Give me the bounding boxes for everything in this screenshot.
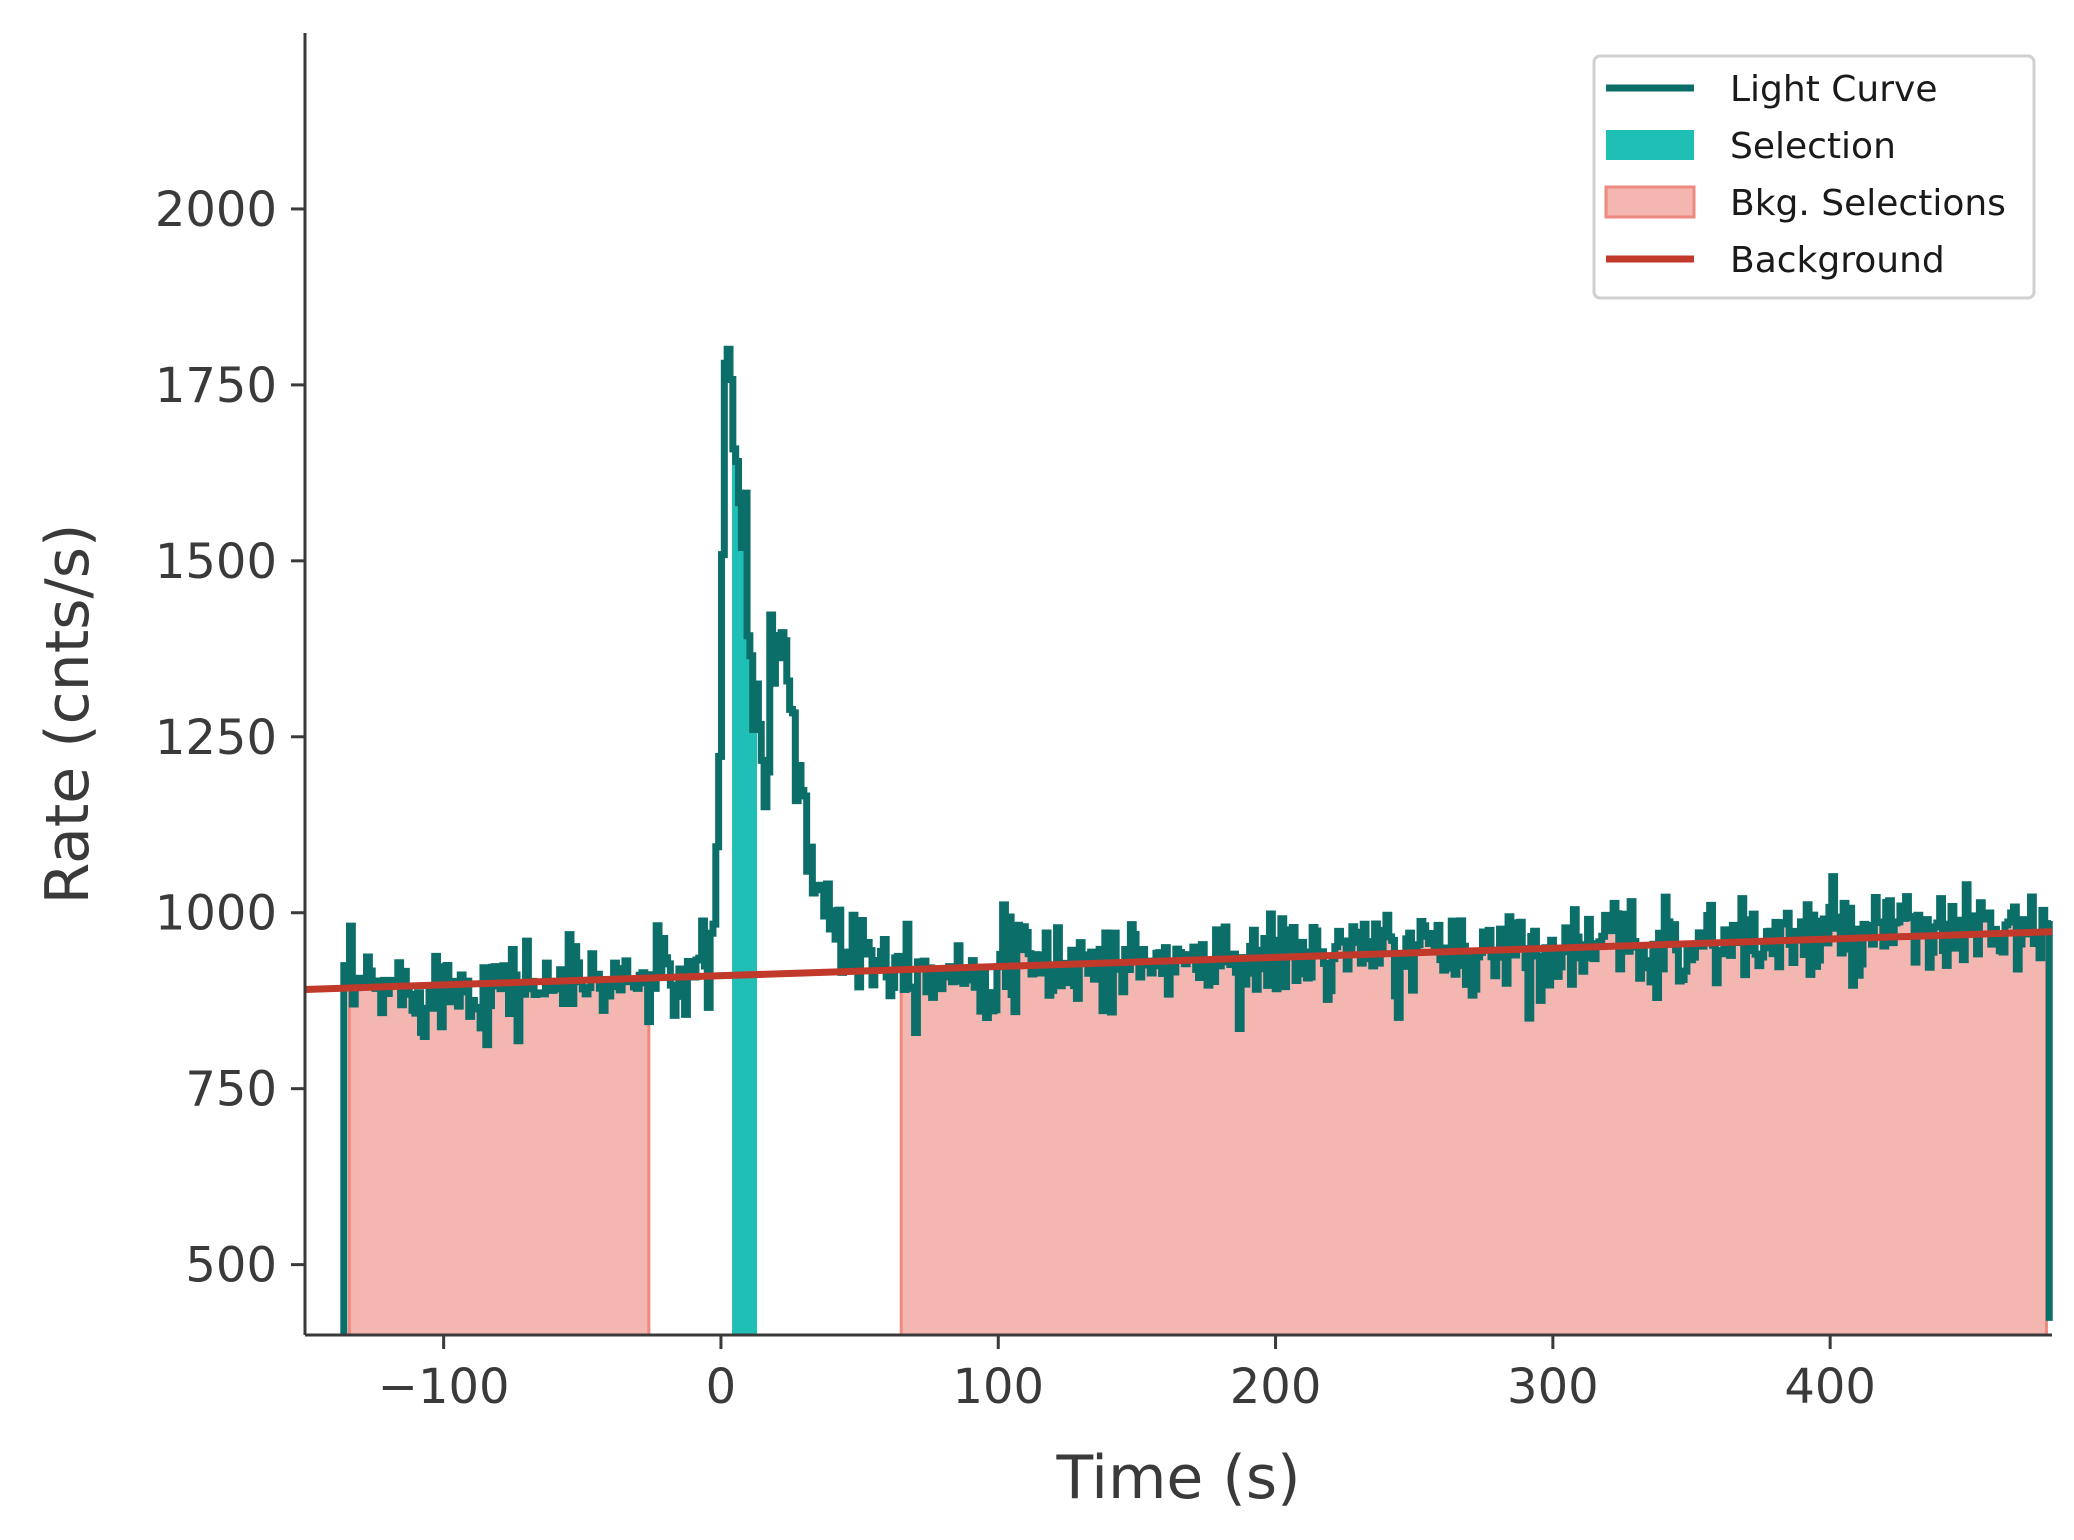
legend-label: Light Curve — [1730, 69, 1938, 110]
x-axis-ticks: −100 0 100 200 300 400 — [378, 1335, 1876, 1415]
y-tick-label: 500 — [185, 1238, 277, 1294]
x-tick-label: 300 — [1507, 1359, 1599, 1415]
legend-swatch-selection — [1606, 130, 1694, 160]
background-fit-line — [304, 928, 2053, 993]
y-axis-label: Rate (cnts/s) — [33, 524, 103, 905]
y-tick-label: 1250 — [155, 710, 277, 766]
legend-label: Selection — [1730, 126, 1896, 167]
legend-label: Background — [1730, 240, 1945, 281]
legend-swatch-bkg — [1604, 185, 1696, 219]
legend: Light Curve Selection Bkg. Selections Backg… — [1592, 54, 2036, 300]
axes — [303, 33, 2052, 1337]
y-tick-label: 750 — [185, 1062, 277, 1118]
y-axis-ticks: 500 750 1000 1250 1500 1750 2000 — [155, 182, 305, 1294]
x-tick-label: −100 — [378, 1359, 510, 1415]
legend-label: Bkg. Selections — [1730, 183, 2006, 224]
x-tick-label: 100 — [952, 1359, 1044, 1415]
y-tick-label: 1500 — [155, 534, 277, 590]
legend-box — [1592, 54, 2036, 300]
x-axis-label: Time (s) — [1056, 1443, 1301, 1513]
selection-layer — [732, 379, 758, 1335]
x-tick-label: 0 — [706, 1359, 737, 1415]
bkg-selection-layer — [347, 875, 2048, 1337]
x-tick-label: 200 — [1230, 1359, 1322, 1415]
x-tick-label: 400 — [1784, 1359, 1876, 1415]
y-tick-label: 1750 — [155, 358, 277, 414]
y-tick-label: 2000 — [155, 182, 277, 238]
y-tick-label: 1000 — [155, 886, 277, 942]
selection-region — [732, 379, 758, 1335]
background-fit-layer — [304, 928, 2053, 993]
